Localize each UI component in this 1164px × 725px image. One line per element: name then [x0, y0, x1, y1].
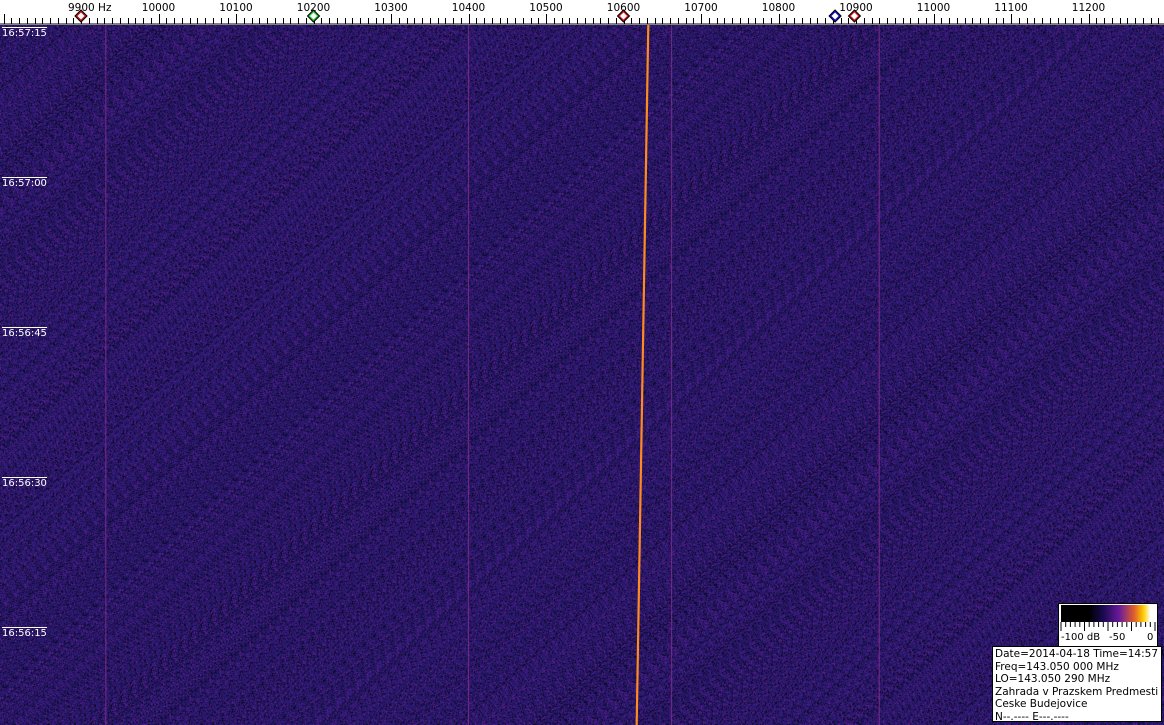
info-freq: Freq=143.050 000 MHz	[995, 660, 1119, 673]
x-tick-label: 10200	[297, 2, 330, 14]
colorbar: -100 dB -50 0	[1058, 603, 1158, 647]
colorbar-label-mid: -50	[1109, 632, 1126, 643]
waterfall-display[interactable]	[0, 25, 1164, 725]
x-tick-label: 10500	[529, 2, 562, 14]
x-tick-label: 11000	[917, 2, 950, 14]
info-date: Date=2014-04-18 Time=14:57 UTC	[995, 648, 1164, 660]
x-tick-label: 10100	[219, 2, 252, 14]
frequency-marker[interactable]	[616, 9, 631, 23]
colorbar-label-min: -100 dB	[1061, 632, 1101, 643]
x-tick-label: 10300	[374, 2, 407, 14]
x-tick-label: 11100	[994, 2, 1027, 14]
colorbar-label-max: 0	[1147, 632, 1154, 643]
frequency-axis: 9900 Hz 10000 10100 10200 10300 10400 10500 106…	[0, 0, 1164, 25]
time-label: 16:57:15	[2, 27, 47, 39]
x-tick-label: 10000	[142, 2, 175, 14]
signal-overlay	[105, 25, 880, 725]
info-location: Zahrada v Prazskem Predmesti	[995, 685, 1159, 698]
frequency-marker[interactable]	[306, 9, 321, 23]
x-tick-label: 10900	[839, 2, 872, 14]
x-tick-label: 10700	[684, 2, 717, 14]
colorbar-ticks	[1060, 622, 1156, 631]
colorbar-gradient	[1061, 605, 1155, 622]
time-label: 16:56:15	[2, 627, 47, 639]
frequency-marker[interactable]	[828, 9, 842, 23]
x-tick-label: 10400	[452, 2, 485, 14]
x-tick-label: 11200	[1072, 2, 1105, 14]
time-label: 16:56:45	[2, 327, 47, 339]
signal-trace	[635, 25, 650, 725]
info-lo: LO=143.050 290 MHz	[995, 673, 1111, 685]
time-label: 16:56:30	[2, 477, 47, 489]
frequency-marker[interactable]	[74, 9, 88, 23]
x-tick-label: 10800	[762, 2, 795, 14]
info-box: Date=2014-04-18 Time=14:57 UTC Freq=143.…	[992, 646, 1164, 723]
x-tick-label: 10600	[607, 2, 640, 14]
info-coords: N--.---- E---.----	[995, 710, 1069, 723]
x-tick-label: 9900 Hz	[68, 2, 112, 14]
info-city: Ceske Budejovice	[995, 698, 1088, 710]
frequency-marker[interactable]	[847, 9, 862, 23]
time-label: 16:57:00	[2, 177, 47, 189]
